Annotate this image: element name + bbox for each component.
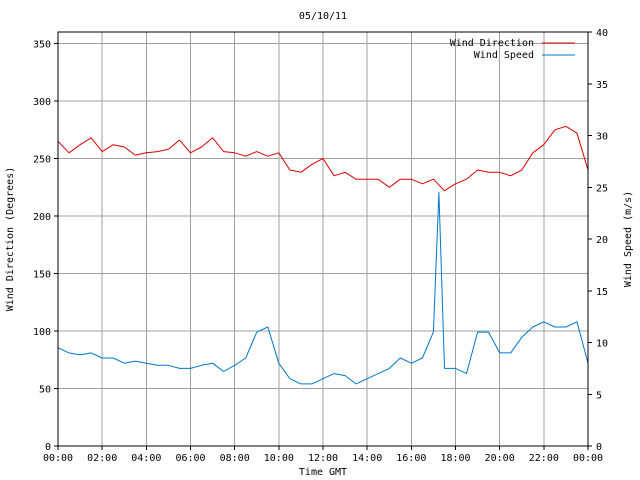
axis-ticks xyxy=(54,31,592,450)
x-tick-label: 10:00 xyxy=(264,453,294,464)
x-axis-label: Time GMT xyxy=(299,467,347,478)
x-tick-label: 00:00 xyxy=(573,453,603,464)
y-left-tick-label: 250 xyxy=(33,155,51,166)
series-line-wind-direction xyxy=(57,125,589,192)
x-tick-label: 00:00 xyxy=(43,453,73,464)
series-layer xyxy=(57,125,589,385)
y-left-tick-label: 200 xyxy=(33,212,51,223)
x-tick-label: 02:00 xyxy=(87,453,117,464)
y-axis-right-label: Wind Speed (m/s) xyxy=(623,191,634,287)
y-axis-left-label: Wind Direction (Degrees) xyxy=(5,167,16,312)
chart-title: 05/10/11 xyxy=(299,11,347,22)
y-left-tick-label: 350 xyxy=(33,40,51,51)
x-tick-label: 22:00 xyxy=(529,453,559,464)
x-tick-label: 12:00 xyxy=(308,453,338,464)
y-left-tick-label: 100 xyxy=(33,327,51,338)
x-tick-label: 08:00 xyxy=(220,453,250,464)
y-right-tick-label: 0 xyxy=(596,442,602,453)
y-left-tick-label: 50 xyxy=(39,385,51,396)
legend-label-wind-speed: Wind Speed xyxy=(474,50,534,61)
legend: Wind Direction Wind Speed xyxy=(450,38,575,61)
grid-lines xyxy=(58,32,588,446)
y-right-tick-label: 10 xyxy=(596,339,608,350)
x-tick-label: 14:00 xyxy=(352,453,382,464)
y-right-tick-label: 25 xyxy=(596,183,608,194)
y-left-tick-label: 0 xyxy=(45,442,51,453)
y-left-tick-label: 150 xyxy=(33,270,51,281)
x-tick-label: 18:00 xyxy=(440,453,470,464)
x-tick-label: 20:00 xyxy=(485,453,515,464)
series-line-wind-speed xyxy=(57,191,589,385)
y-right-tick-label: 35 xyxy=(596,80,608,91)
y-right-tick-label: 5 xyxy=(596,390,602,401)
x-tick-label: 04:00 xyxy=(131,453,161,464)
y-right-tick-label: 40 xyxy=(596,28,608,39)
y-right-tick-label: 30 xyxy=(596,132,608,143)
x-tick-label: 06:00 xyxy=(175,453,205,464)
y-left-tick-label: 300 xyxy=(33,97,51,108)
legend-label-wind-direction: Wind Direction xyxy=(450,38,534,49)
x-tick-label: 16:00 xyxy=(396,453,426,464)
y-right-tick-label: 20 xyxy=(596,235,608,246)
y-right-tick-label: 15 xyxy=(596,287,608,298)
